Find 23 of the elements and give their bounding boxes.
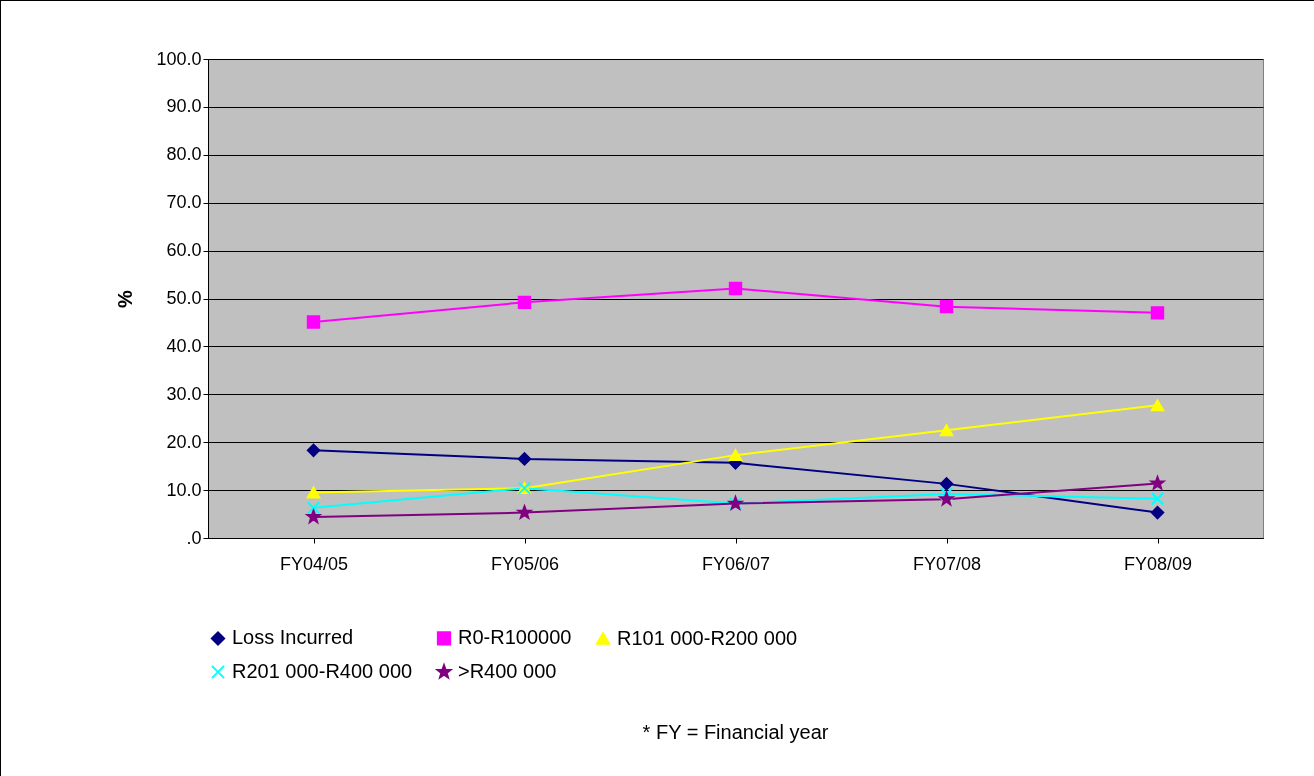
y-tick-label: 70.0 xyxy=(166,192,202,213)
legend-label: R101 000-R200 000 xyxy=(617,626,798,649)
y-tick-label: 50.0 xyxy=(166,288,202,308)
y-tick-label: 10.0 xyxy=(166,479,202,500)
text: * FY = Financial year xyxy=(642,721,829,743)
y-tick-label: 20.0 xyxy=(166,431,202,452)
y-tick-label: .0 xyxy=(186,527,202,548)
x-tick-label: FY04/05 xyxy=(279,553,349,574)
y-tick-label: 100.0 xyxy=(156,48,202,69)
y-tick-label: 60.0 xyxy=(166,240,202,261)
legend-label: R201 000-R400 000 xyxy=(232,660,413,682)
x-tick-label: FY08/09 xyxy=(1123,553,1193,574)
x-tick-label: FY07/08 xyxy=(912,553,982,574)
legend-label: R0-R100000 xyxy=(458,626,572,649)
y-axis-title: % xyxy=(114,289,137,308)
x-tick-label: FY06/07 xyxy=(701,553,771,574)
y-tick-label: 40.0 xyxy=(166,335,202,356)
y-tick-label: 90.0 xyxy=(166,96,202,117)
legend-label: Loss Incurred xyxy=(232,626,354,649)
legend-label: >R400 000 xyxy=(458,660,557,682)
y-tick-label: 30.0 xyxy=(166,383,202,404)
x-tick-label: FY05/06 xyxy=(490,553,560,574)
y-tick-label: 80.0 xyxy=(166,144,202,165)
